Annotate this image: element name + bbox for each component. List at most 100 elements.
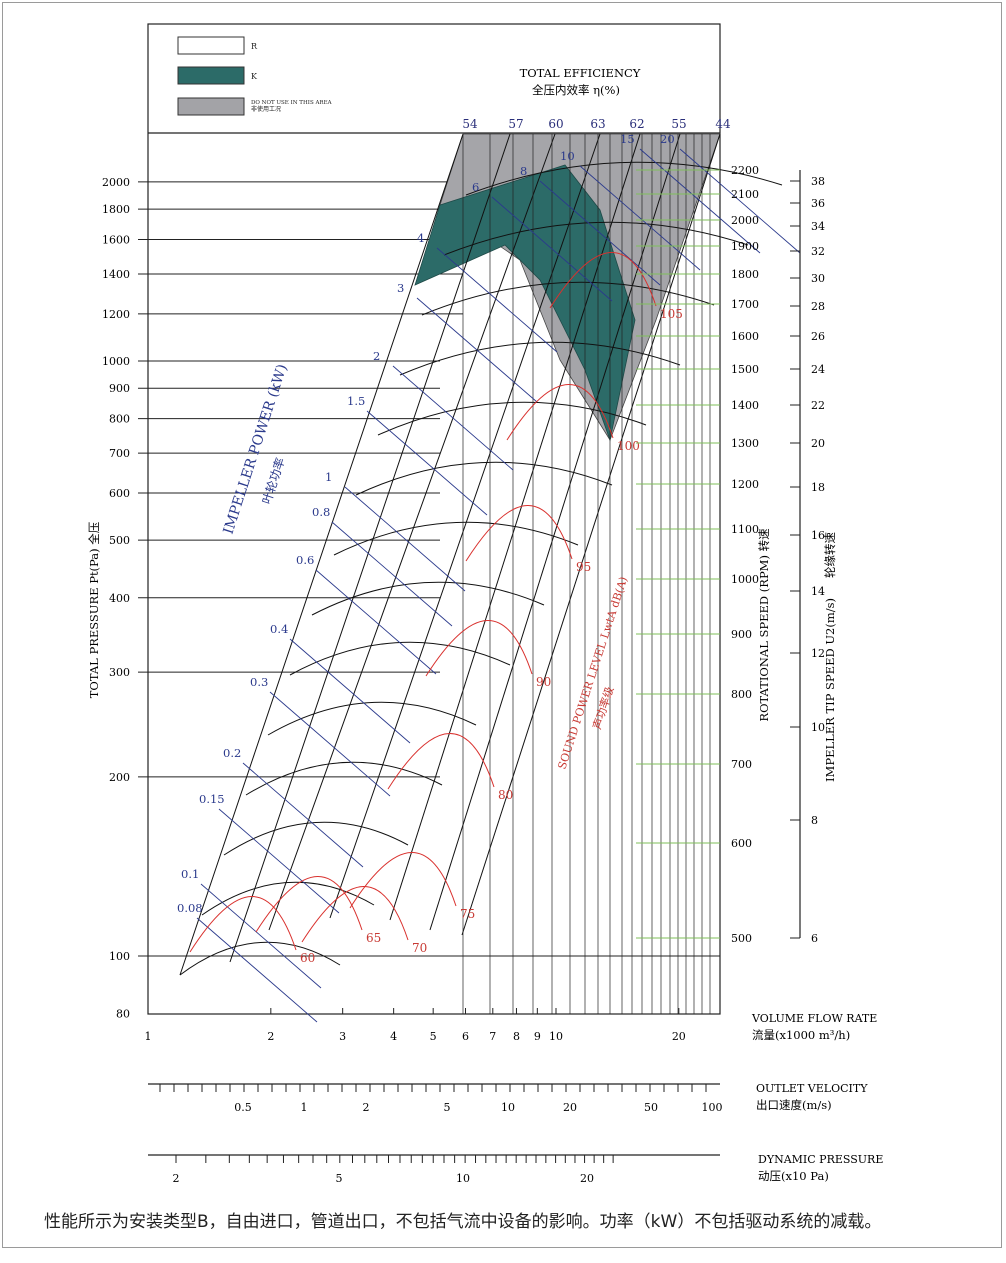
power-line <box>196 917 318 1023</box>
power-label: 0.6 <box>296 553 314 567</box>
x-tick-label: 9 <box>534 1030 541 1043</box>
sound-power-curve <box>189 896 297 953</box>
power-line <box>639 148 761 254</box>
rpm-tick-label: 1900 <box>731 240 759 253</box>
legend-swatch <box>177 97 245 116</box>
efficiency-label: 63 <box>590 117 605 131</box>
power-line <box>392 365 514 471</box>
y-tick-label: 80 <box>116 1008 130 1021</box>
power-label: 1.5 <box>347 394 365 408</box>
tip-speed-axis-title-cn: 轮缘转速 <box>823 532 837 578</box>
power-label: 15 <box>620 132 635 146</box>
rpm-tick-label: 1200 <box>731 478 759 491</box>
y-tick-label: 900 <box>109 382 130 395</box>
rpm-tick-label: 700 <box>731 758 752 771</box>
rpm-axis-title: ROTATIONAL SPEED (RPM) 转速 <box>757 528 771 722</box>
legend-swatch <box>177 36 245 55</box>
power-label: 20 <box>660 132 675 146</box>
outlet-velocity-tick-label: 50 <box>644 1101 658 1114</box>
y-tick-label: 1400 <box>102 268 130 281</box>
power-line <box>331 521 453 627</box>
tip-speed-tick-label: 14 <box>811 585 825 598</box>
dynamic-pressure-title: DYNAMIC PRESSURE <box>758 1153 883 1166</box>
power-label: 0.3 <box>250 675 268 689</box>
dynamic-pressure-title-cn: 动压(x10 Pa) <box>758 1169 829 1183</box>
y-tick-label: 800 <box>109 413 130 426</box>
sound-power-label: 65 <box>366 931 381 945</box>
x-tick-label: 5 <box>430 1030 437 1043</box>
outlet-velocity-tick-label: 0.5 <box>234 1101 252 1114</box>
sound-power-label: 70 <box>412 941 427 955</box>
k-region <box>414 164 636 442</box>
tip-speed-tick-label: 20 <box>811 437 825 450</box>
efficiency-label: 55 <box>671 117 686 131</box>
rpm-tick-label: 1600 <box>731 330 759 343</box>
power-label: 3 <box>397 281 404 295</box>
sound-power-curve <box>255 876 363 933</box>
power-label: 8 <box>520 164 527 178</box>
power-line <box>315 569 437 675</box>
x-tick-label: 20 <box>672 1030 686 1043</box>
speed-curve <box>311 581 545 616</box>
power-line <box>218 808 340 914</box>
sound-power-curve <box>387 733 495 790</box>
power-line <box>242 762 364 868</box>
y-tick-label: 300 <box>109 666 130 679</box>
y-axis-title: TOTAL PRESSURE Pt(Pa) 全压 <box>87 522 101 699</box>
dynamic-pressure-tick-label: 10 <box>456 1172 470 1185</box>
system-line <box>461 133 721 936</box>
power-line <box>579 165 701 271</box>
power-label: 0.08 <box>177 901 203 915</box>
x-tick-label: 8 <box>513 1030 520 1043</box>
tip-speed-tick-label: 18 <box>811 481 825 494</box>
y-tick-label: 100 <box>109 950 130 963</box>
power-line <box>289 638 411 744</box>
speed-curve <box>377 401 647 436</box>
rpm-tick-label: 1000 <box>731 573 759 586</box>
sound-power-label: 100 <box>617 439 640 453</box>
power-label: 1 <box>325 470 332 484</box>
tip-speed-tick-label: 36 <box>811 197 825 210</box>
legend-label: R <box>251 42 258 51</box>
system-line <box>229 133 511 963</box>
rpm-tick-label: 2000 <box>731 214 759 227</box>
power-label: 6 <box>472 180 479 194</box>
power-line <box>344 486 466 592</box>
y-tick-label: 200 <box>109 771 130 784</box>
legend-sublabel: 非使用工况 <box>251 105 281 113</box>
tip-speed-tick-label: 24 <box>811 363 825 376</box>
tip-speed-tick-label: 8 <box>811 814 818 827</box>
tip-speed-tick-label: 16 <box>811 529 825 542</box>
y-tick-label: 500 <box>109 534 130 547</box>
sound-power-label: 105 <box>660 307 683 321</box>
power-label: 0.2 <box>223 746 241 760</box>
sound-power-title: SOUND POWER LEVEL LwtA dB(A) <box>555 575 630 771</box>
outlet-velocity-tick-label: 1 <box>301 1101 308 1114</box>
sound-power-label: 80 <box>498 788 513 802</box>
sound-power-curve <box>465 505 573 562</box>
dynamic-pressure-tick-label: 20 <box>580 1172 594 1185</box>
power-line <box>679 148 801 254</box>
speed-curve <box>399 341 681 376</box>
speed-curve <box>179 941 341 976</box>
power-line <box>539 180 661 286</box>
outlet-velocity-title-cn: 出口速度(m/s) <box>756 1098 832 1112</box>
power-label: 0.15 <box>199 792 225 806</box>
y-tick-label: 1800 <box>102 203 130 216</box>
sound-power-curve <box>301 886 409 943</box>
tip-speed-tick-label: 10 <box>811 721 825 734</box>
rpm-tick-label: 900 <box>731 628 752 641</box>
sound-power-curve <box>506 384 614 441</box>
rpm-tick-label: 1100 <box>731 523 759 536</box>
power-label: 0.1 <box>181 867 199 881</box>
y-tick-label: 700 <box>109 447 130 460</box>
tip-speed-tick-label: 6 <box>811 932 818 945</box>
speed-curve <box>443 221 749 256</box>
tip-speed-axis-title: IMPELLER TIP SPEED U2(m/s) <box>823 598 837 782</box>
power-line <box>416 297 538 403</box>
rpm-tick-label: 1500 <box>731 363 759 376</box>
efficiency-label: 54 <box>462 117 478 131</box>
system-line <box>329 133 601 919</box>
rpm-tick-label: 600 <box>731 837 752 850</box>
power-line <box>366 410 488 516</box>
